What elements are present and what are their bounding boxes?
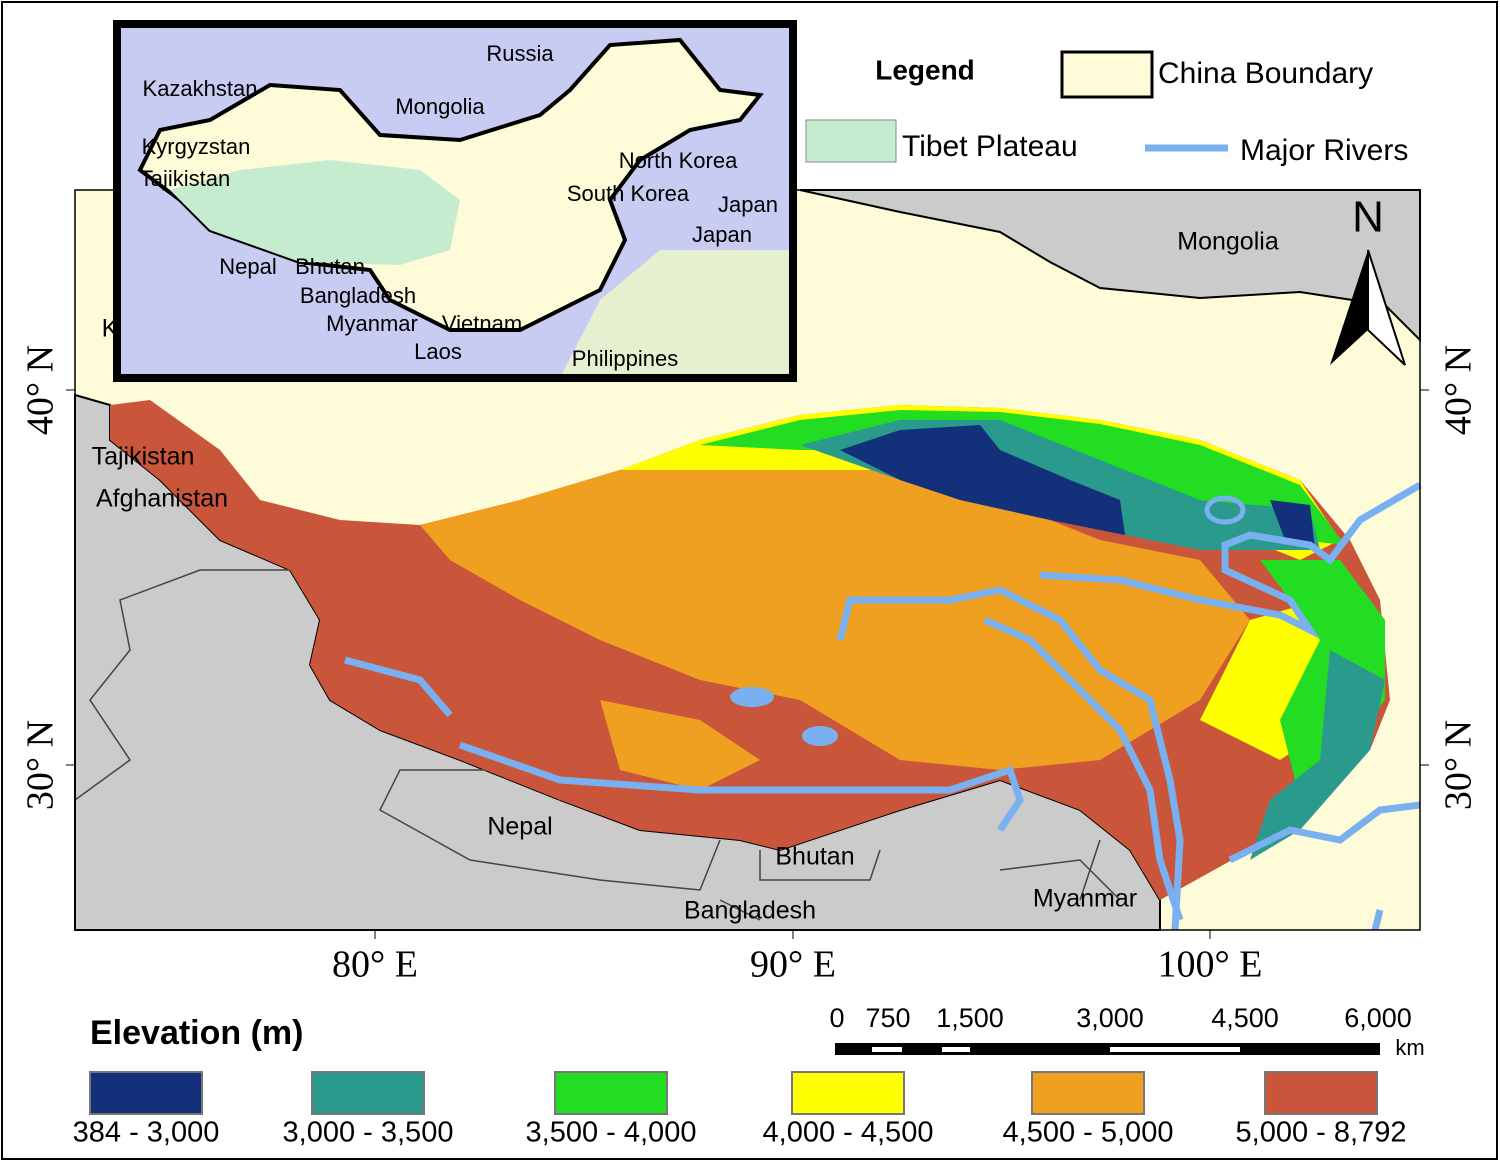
tibet-plateau	[110, 400, 1390, 900]
elevation-swatch	[554, 1071, 668, 1115]
zone-lowest	[1270, 500, 1315, 550]
zone-lowest	[840, 425, 1125, 535]
map-place-label: Tajikistan	[92, 443, 195, 471]
river	[1228, 801, 1421, 931]
river	[344, 656, 1024, 832]
zone-mid-high	[420, 440, 1250, 770]
elevation-swatch	[1031, 1071, 1145, 1115]
scale-unit: km	[1395, 1035, 1424, 1060]
elevation-swatch	[89, 1071, 203, 1115]
map-place-label: Myanmar	[1033, 885, 1137, 913]
inset-place-label: Mongolia	[395, 94, 485, 119]
elevation-title: Elevation (m)	[90, 1014, 303, 1052]
longitude-label: 80° E	[332, 944, 418, 986]
country-borders	[74, 569, 1121, 921]
inset-place-label: Vietnam	[442, 311, 522, 336]
legend-title: Legend	[875, 54, 975, 85]
scale-label: 6,000	[1344, 1003, 1412, 1033]
inset-place-label: Japan	[692, 222, 752, 247]
major-rivers	[344, 481, 1422, 931]
zone-mid-high	[600, 700, 760, 790]
map-place-label: Nepal	[487, 813, 552, 841]
map-place-label: Bhutan	[775, 843, 854, 871]
north-label: N	[1352, 193, 1384, 242]
elevation-label: 3,500 - 4,000	[526, 1117, 697, 1149]
legend-swatch	[805, 119, 897, 163]
inset-map	[113, 20, 797, 382]
elevation-label: 4,000 - 4,500	[763, 1117, 934, 1149]
inset-place-label: Tajikistan	[140, 166, 230, 191]
inset-place-label: Bangladesh	[300, 283, 416, 308]
legend-label: Tibet Plateau	[902, 130, 1078, 163]
scale-label: 4,500	[1211, 1003, 1279, 1033]
map-place-label: K	[102, 315, 119, 343]
inset-place-label: Nepal	[219, 254, 276, 279]
latitude-label: 30° N	[20, 720, 62, 810]
arrow-light	[1367, 249, 1406, 366]
inset-place-label: Russia	[486, 41, 554, 66]
arrow-dark	[1330, 250, 1368, 365]
longitude-label: 90° E	[750, 944, 836, 986]
legend-label: China Boundary	[1158, 57, 1373, 90]
latitude-label: 40° N	[20, 345, 62, 435]
elevation-swatch	[311, 1071, 425, 1115]
lake	[730, 687, 774, 707]
map-place-label: Mongolia	[1177, 228, 1279, 256]
inset-place-label: Kyrgyzstan	[142, 134, 251, 159]
scale-label: 3,000	[1076, 1003, 1144, 1033]
inset-place-label: Myanmar	[326, 311, 418, 336]
legend-label: Major Rivers	[1240, 134, 1408, 167]
inset-place-label: Japan	[718, 192, 778, 217]
scale-segment	[835, 1043, 1380, 1055]
inset-place-label: North Korea	[619, 148, 738, 173]
elevation-label: 384 - 3,000	[73, 1117, 220, 1149]
scale-label: 0	[829, 1003, 844, 1033]
scale-segment	[872, 1047, 902, 1052]
inset-place-label: Kazakhstan	[143, 76, 258, 101]
longitude-label: 100° E	[1158, 944, 1263, 986]
inset-place-label: Philippines	[572, 346, 678, 371]
lake	[1204, 495, 1246, 525]
river	[836, 586, 1184, 931]
legend: Legend China Boundary Tibet Plateau Majo…	[805, 50, 1408, 167]
elevation-swatch	[1264, 1071, 1378, 1115]
north-arrow: N	[1330, 193, 1406, 366]
inset-place-label: Bhutan	[295, 254, 365, 279]
scale-label: 750	[865, 1003, 910, 1033]
inset-place-label: Laos	[414, 339, 462, 364]
scale-label: 1,500	[936, 1003, 1004, 1033]
scale-segment	[942, 1047, 970, 1052]
elevation-label: 5,000 - 8,792	[1236, 1117, 1407, 1149]
map-place-label: Bangladesh	[684, 897, 816, 925]
scale-segment	[1110, 1047, 1240, 1052]
zone-low	[1250, 650, 1385, 860]
inset-frame	[113, 20, 797, 382]
inset-place-label: South Korea	[567, 181, 690, 206]
elevation-label: 4,500 - 5,000	[1003, 1117, 1174, 1149]
elevation-legend: 384 - 3,000 3,000 - 3,500 3,500 - 4,000 4,0…	[73, 1071, 1407, 1149]
elevation-swatch	[791, 1071, 905, 1115]
graticule-ticks	[66, 389, 1429, 939]
river	[983, 616, 1184, 922]
latitude-label: 40° N	[1438, 345, 1480, 435]
river	[1039, 481, 1422, 640]
lake	[802, 726, 838, 746]
legend-swatch	[1060, 50, 1154, 99]
latitude-label: 30° N	[1438, 720, 1480, 810]
map-place-label: Afghanistan	[96, 485, 228, 513]
inset-land	[560, 250, 793, 378]
elevation-label: 3,000 - 3,500	[283, 1117, 454, 1149]
inset-plateau	[170, 160, 460, 265]
